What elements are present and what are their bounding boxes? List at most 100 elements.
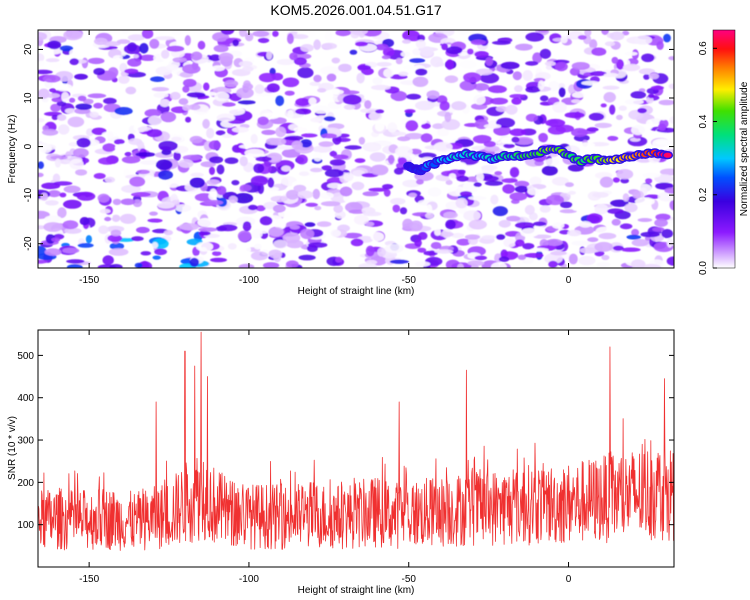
spectrogram-noise-blob (571, 128, 588, 137)
spectrogram-noise-blob (529, 176, 542, 186)
spectrogram-noise-blob (289, 224, 300, 230)
spectrogram-noise-blob (63, 30, 83, 41)
spectrogram-noise-blob (631, 259, 646, 268)
spectrogram-noise-blob (545, 194, 565, 206)
spectrogram-noise-blob (42, 74, 61, 83)
spectrogram-noise-blob (467, 48, 474, 55)
spectrogram-noise-blob (63, 199, 82, 209)
spectrogram-noise-blob (209, 166, 215, 175)
spectrogram-noise-blob (309, 81, 321, 87)
colorbar-ticks: 0.0 0.2 0.4 0.6 (698, 41, 717, 275)
spectrogram-noise-blob (154, 248, 168, 256)
spectrogram-noise-blob (618, 105, 627, 111)
spectrogram-noise-blob (489, 30, 510, 38)
spectrogram-noise-blob (509, 167, 520, 178)
spectrogram-noise-blob (343, 104, 356, 110)
spectrogram-noise-blob (244, 148, 265, 158)
spectrogram-noise-blob (658, 99, 674, 106)
spectrogram-noise-blob (648, 93, 655, 99)
spectrogram-noise-blob (594, 203, 609, 215)
spectrogram-noise-blob (496, 234, 506, 240)
spectrogram-noise-blob (138, 219, 150, 226)
spectrogram-noise-blob (432, 123, 445, 130)
spectrogram-noise-blob (273, 239, 288, 249)
spectrogram-noise-blob (224, 79, 239, 88)
spectrogram-noise-blob (124, 151, 132, 157)
spectrogram-noise-blob (190, 51, 203, 61)
spectrogram-noise-blob (312, 188, 321, 200)
spectrogram-noise-blob (474, 51, 489, 58)
spectrogram-noise-blob (67, 116, 85, 128)
x-tick-label: 0 (566, 574, 572, 585)
spectrogram-noise-blob (669, 116, 674, 124)
spectrogram-noise-blob (99, 208, 111, 214)
spectrogram-noise-blob (426, 204, 433, 215)
spectrogram-noise-blob (415, 39, 426, 49)
spectrogram-noise-blob (484, 145, 500, 152)
spectrogram-noise-blob (38, 172, 44, 178)
spectrogram-noise-blob (324, 31, 333, 42)
spectrogram-noise-blob (377, 247, 386, 257)
spectrogram-noise-blob (38, 161, 44, 169)
spectrogram-noise-blob (451, 232, 465, 239)
spectrogram-noise-blob (365, 245, 375, 257)
spectrogram-noise-blob (386, 99, 396, 105)
spectrogram-noise-blob (357, 65, 372, 70)
spectrogram-noise-blob (443, 211, 458, 219)
spectrogram-noise-blob (232, 39, 239, 47)
spectrogram-noise-blob (382, 184, 394, 190)
spectrogram-noise-blob (49, 88, 57, 93)
spectrogram-noise-blob (420, 133, 433, 143)
spectrogram-noise-blob (436, 128, 450, 137)
spectrogram-noise-blob (121, 184, 141, 193)
spectrogram-noise-blob (261, 129, 276, 135)
spectrogram-noise-blob (500, 61, 520, 70)
spectrogram-noise-blob (350, 238, 364, 247)
spectrogram-noise-blob (390, 90, 407, 102)
spectrogram-noise-blob (624, 51, 638, 56)
spectrogram-noise-blob (178, 98, 189, 105)
spectrogram-noise-blob (339, 90, 360, 95)
spectrogram-noise-blob (414, 261, 431, 267)
spectrogram-noise-blob (512, 71, 522, 81)
spectrogram-noise-blob (480, 72, 500, 84)
spectrogram-x-axis: -150 -100 -50 0 (79, 30, 572, 286)
spectrogram-noise-blob (108, 248, 129, 256)
spectrogram-noise-blob (51, 114, 59, 120)
spectrogram-noise-blob (166, 45, 185, 52)
spectrogram-noise-blob (362, 142, 382, 152)
spectrogram-noise-blob (140, 160, 159, 165)
spectrogram-noise-blob (356, 72, 365, 84)
spectrogram-noise-blob (98, 225, 109, 234)
spectrogram-noise-blob (245, 32, 254, 42)
spectrogram-noise-blob (552, 222, 565, 229)
spectrogram-noise-blob (254, 84, 265, 94)
spectrogram-noise-blob (76, 191, 96, 201)
spectrogram-noise-blob (603, 72, 619, 78)
spectrogram-noise-blob (112, 198, 122, 206)
colorbar: 0.0 0.2 0.4 0.6 Normalized spectral amplitu… (698, 29, 750, 275)
y-tick-label: 400 (17, 393, 34, 404)
spectrogram-noise-blob (62, 220, 79, 230)
spectrogram-noise-blob (215, 130, 226, 136)
spectrogram-noise-blob (612, 177, 621, 183)
spectrogram-noise-blob (444, 111, 452, 123)
spectrogram-noise-blob (225, 107, 246, 116)
spectrogram-noise-blob (525, 32, 544, 42)
spectrogram-noise-blob (362, 191, 379, 197)
spectrogram-noise-blob (255, 205, 266, 212)
spectrogram-noise-blob (216, 185, 227, 196)
spectrogram-noise-blob (434, 249, 454, 254)
spectrogram-noise-blob (153, 92, 169, 98)
spectrogram-noise-blob (135, 152, 156, 157)
spectrogram-noise-blob (182, 78, 197, 88)
spectrogram-noise-blob (484, 180, 503, 186)
spectrogram-noise-blob (127, 58, 142, 67)
spectrogram-noise-blob (202, 118, 210, 129)
spectrogram-noise-blob (365, 221, 375, 227)
spectrogram-noise-blob (41, 129, 59, 136)
spectrogram-noise-blob (198, 231, 211, 236)
spectrogram-noise-blob (210, 257, 227, 263)
spectrogram-noise-blob (149, 211, 158, 216)
spectrogram-noise-blob (107, 67, 119, 78)
